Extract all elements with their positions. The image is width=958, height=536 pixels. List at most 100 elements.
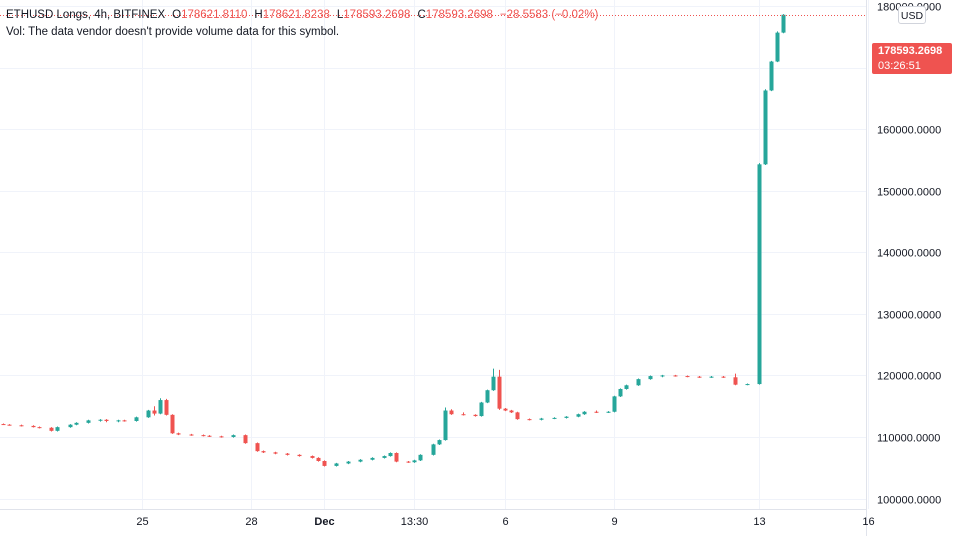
symbol-title[interactable]: ETHUSD Longs, 4h, BITFINEX — [6, 9, 166, 21]
time-tick-label: 13:30 — [401, 516, 429, 528]
candle-body — [485, 390, 490, 403]
time-tick-label: 28 — [245, 516, 257, 528]
open-value: 178621.8110 — [181, 9, 248, 21]
candle-body — [74, 422, 79, 425]
candle — [709, 376, 714, 378]
candle — [564, 416, 569, 419]
candle-body — [648, 376, 653, 380]
price-tick-label: 140000.0000 — [877, 248, 941, 260]
candle-body — [636, 379, 641, 386]
candle — [757, 163, 762, 385]
candle — [49, 427, 54, 432]
candle — [721, 376, 726, 378]
candle-body — [473, 414, 478, 417]
candle-body — [98, 419, 103, 421]
candle-body — [503, 408, 508, 411]
candle — [685, 375, 690, 378]
time-tick-label: 25 — [136, 516, 148, 528]
change-value: −28.5583 (−0.02%) — [499, 9, 599, 21]
last-price-label: 178593.2698 03:26:51 — [872, 43, 952, 74]
bar-countdown: 03:26:51 — [878, 60, 921, 72]
candle — [449, 409, 454, 415]
candle — [285, 452, 290, 456]
candle-body — [189, 434, 194, 436]
candle — [697, 376, 702, 378]
candle — [491, 368, 496, 391]
candle — [98, 419, 103, 422]
candle-body — [86, 420, 91, 423]
candle-body — [576, 414, 581, 417]
candle — [68, 424, 73, 428]
candle — [19, 424, 24, 427]
candle — [152, 406, 157, 416]
candle-body — [255, 443, 260, 452]
candle — [146, 409, 151, 418]
candle-body — [37, 427, 42, 429]
price-axis[interactable]: 100000.0000 110000.0000 120000.0000 130000.… — [877, 2, 941, 507]
candle — [485, 389, 490, 404]
candle-body — [122, 420, 127, 422]
candle-body — [431, 444, 436, 455]
candle — [781, 14, 786, 34]
candle — [316, 457, 321, 462]
candle — [582, 411, 587, 415]
candle-body — [612, 396, 617, 412]
time-axis[interactable]: 25 28 Dec 13:30 6 9 13 16 — [136, 516, 874, 528]
open-label: O — [172, 9, 182, 21]
candle — [164, 398, 169, 416]
candle — [412, 459, 417, 463]
candle-body — [31, 425, 36, 428]
candle — [539, 417, 544, 421]
candle — [207, 435, 212, 437]
candle — [618, 388, 623, 397]
candle-body — [152, 410, 157, 414]
candle-body — [721, 376, 726, 378]
candle-body — [261, 451, 266, 453]
currency-button[interactable]: USD — [898, 6, 926, 24]
candle — [201, 434, 206, 437]
close-value: 178593.2698 — [425, 9, 493, 21]
candle — [769, 60, 774, 92]
candle — [527, 418, 532, 421]
candle — [443, 407, 448, 441]
candle — [552, 417, 557, 420]
candle-body — [449, 410, 454, 415]
candle-body — [443, 410, 448, 441]
candle — [388, 452, 393, 457]
candle-body — [527, 419, 532, 421]
time-tick-label: 16 — [862, 516, 874, 528]
candle — [473, 414, 478, 417]
candle-body — [322, 460, 327, 466]
candle — [406, 460, 411, 463]
candle — [346, 460, 351, 465]
high-value: 178621.8238 — [262, 9, 330, 21]
candle — [176, 432, 181, 436]
candle — [322, 460, 327, 467]
candle — [55, 426, 60, 432]
candle-body — [497, 376, 502, 409]
time-tick-label: 13 — [753, 516, 765, 528]
close-label: C — [417, 9, 426, 21]
candle-body — [358, 459, 363, 462]
price-tick-label: 150000.0000 — [877, 187, 941, 199]
candle — [310, 455, 315, 459]
candle-body — [757, 164, 762, 385]
candle — [461, 412, 466, 416]
candle — [243, 434, 248, 444]
candle-body — [382, 456, 387, 458]
candle-body — [316, 457, 321, 461]
price-tick-label: 120000.0000 — [877, 371, 941, 383]
candle — [261, 450, 266, 453]
candle-body — [406, 461, 411, 463]
candle-body — [7, 424, 12, 426]
candle — [134, 416, 139, 422]
candle — [763, 89, 768, 165]
candle — [7, 424, 12, 426]
candle — [74, 422, 79, 426]
candle-body — [55, 427, 60, 431]
candle-body — [68, 424, 73, 428]
candle — [624, 384, 629, 390]
candle-body — [479, 402, 484, 417]
candle-body — [781, 14, 786, 33]
